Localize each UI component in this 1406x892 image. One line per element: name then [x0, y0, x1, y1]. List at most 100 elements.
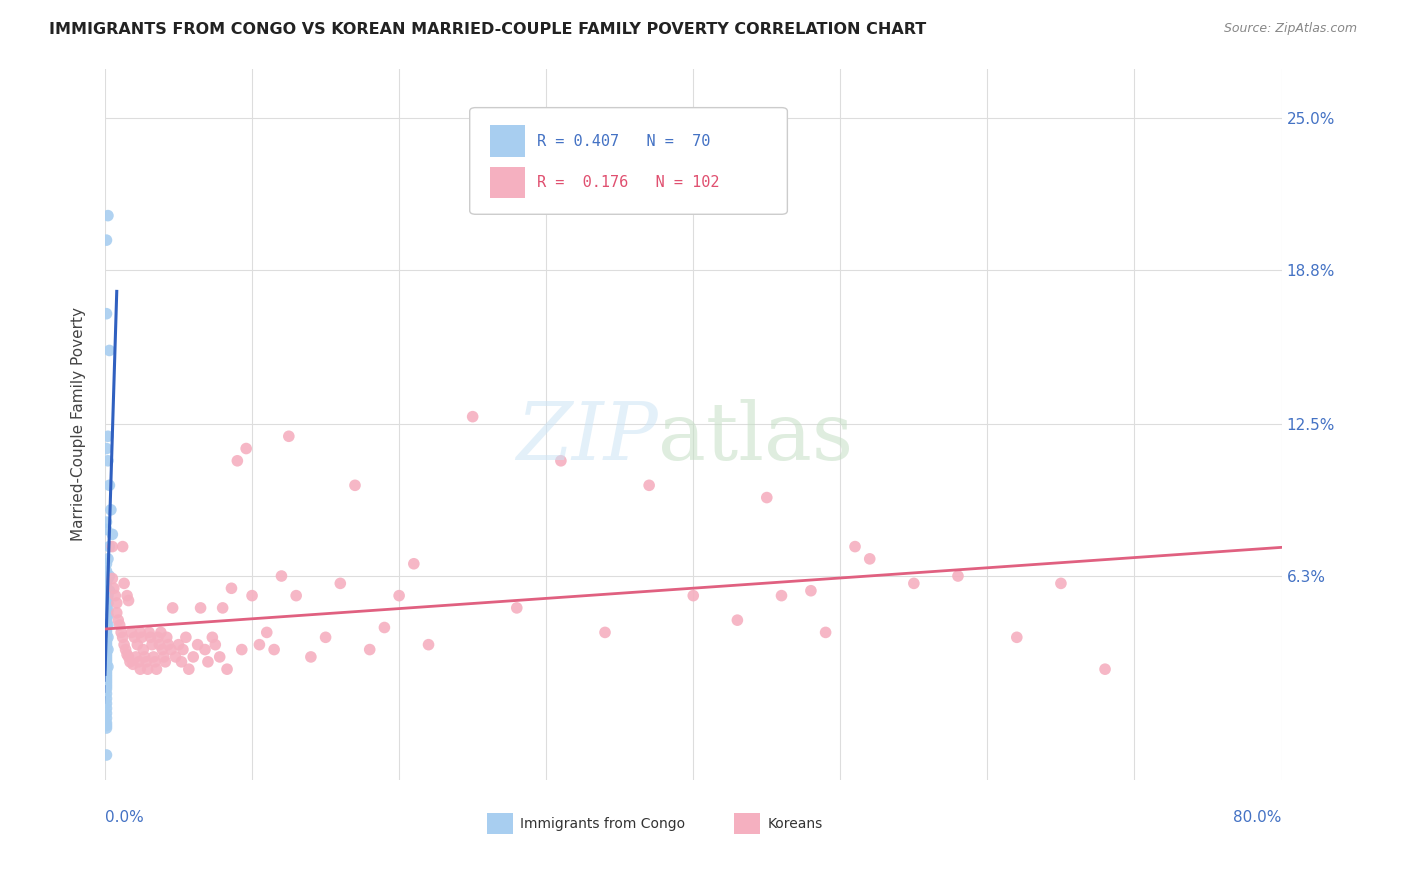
Point [108, 618, 131, 632]
Point [96, 557, 118, 571]
Point [135, 655, 157, 669]
Point [235, 442, 257, 456]
FancyBboxPatch shape [470, 108, 787, 214]
Point [96, 681, 118, 696]
Point [506, 600, 529, 615]
Point [204, 638, 226, 652]
Text: Source: ZipAtlas.com: Source: ZipAtlas.com [1223, 22, 1357, 36]
Point [96, 687, 118, 701]
Text: Koreans: Koreans [768, 816, 823, 830]
Point [112, 576, 135, 591]
Point [256, 625, 278, 640]
Point [131, 630, 153, 644]
Point [96, 606, 118, 620]
Point [125, 649, 148, 664]
Text: ZIP: ZIP [516, 400, 658, 477]
Point [127, 638, 149, 652]
Point [97, 659, 120, 673]
Y-axis label: Married-Couple Family Poverty: Married-Couple Family Poverty [72, 307, 86, 541]
Point [142, 649, 165, 664]
Bar [734, 813, 761, 834]
Point [98, 569, 121, 583]
Point [96, 623, 118, 637]
Point [770, 589, 793, 603]
Point [270, 569, 292, 583]
Point [97, 603, 120, 617]
Text: R =  0.176   N = 102: R = 0.176 N = 102 [537, 175, 720, 190]
Point [96, 515, 118, 529]
Point [221, 582, 243, 596]
Point [143, 655, 166, 669]
Text: Immigrants from Congo: Immigrants from Congo [520, 816, 686, 830]
Point [124, 630, 146, 644]
Point [373, 620, 395, 634]
Point [96, 652, 118, 666]
Point [148, 638, 170, 652]
Point [132, 642, 155, 657]
Point [96, 677, 118, 691]
Text: atlas: atlas [658, 400, 853, 477]
Point [177, 662, 200, 676]
Point [97, 630, 120, 644]
Point [101, 527, 124, 541]
Point [104, 589, 127, 603]
Point [121, 625, 143, 640]
Point [96, 672, 118, 686]
Point [96, 667, 118, 681]
Point [105, 596, 128, 610]
Point [96, 635, 118, 649]
Point [593, 625, 616, 640]
Point [146, 630, 169, 644]
Point [165, 649, 187, 664]
Point [157, 638, 180, 652]
Point [96, 747, 118, 762]
Point [96, 697, 118, 711]
Point [98, 540, 121, 554]
Point [97, 572, 120, 586]
Point [96, 628, 118, 642]
Point [96, 600, 118, 615]
Point [1005, 630, 1028, 644]
Point [277, 429, 299, 443]
Point [97, 618, 120, 632]
Point [1094, 662, 1116, 676]
Point [97, 596, 120, 610]
Point [96, 645, 118, 659]
Point [174, 630, 197, 644]
Point [96, 706, 118, 721]
Point [96, 307, 118, 321]
Point [96, 613, 118, 627]
Point [329, 576, 352, 591]
Point [97, 608, 120, 623]
Point [638, 478, 661, 492]
Point [117, 649, 139, 664]
Point [117, 593, 139, 607]
Text: 0.0%: 0.0% [105, 810, 143, 825]
Point [97, 589, 120, 603]
Point [96, 564, 118, 578]
Point [97, 642, 120, 657]
Point [96, 648, 118, 662]
Point [96, 591, 118, 606]
Point [682, 589, 704, 603]
Text: R = 0.407   N =  70: R = 0.407 N = 70 [537, 134, 710, 149]
Point [145, 662, 167, 676]
Point [181, 649, 204, 664]
Point [96, 716, 118, 731]
Point [96, 711, 118, 725]
Point [111, 630, 134, 644]
Point [170, 655, 193, 669]
Point [110, 625, 132, 640]
Point [96, 640, 118, 654]
Point [240, 589, 263, 603]
Point [101, 572, 124, 586]
Point [98, 583, 121, 598]
Point [97, 454, 120, 468]
Point [156, 630, 179, 644]
Point [141, 638, 163, 652]
Point [800, 583, 823, 598]
Point [96, 610, 118, 624]
Point [160, 642, 183, 657]
Point [96, 701, 118, 715]
Point [96, 718, 118, 732]
